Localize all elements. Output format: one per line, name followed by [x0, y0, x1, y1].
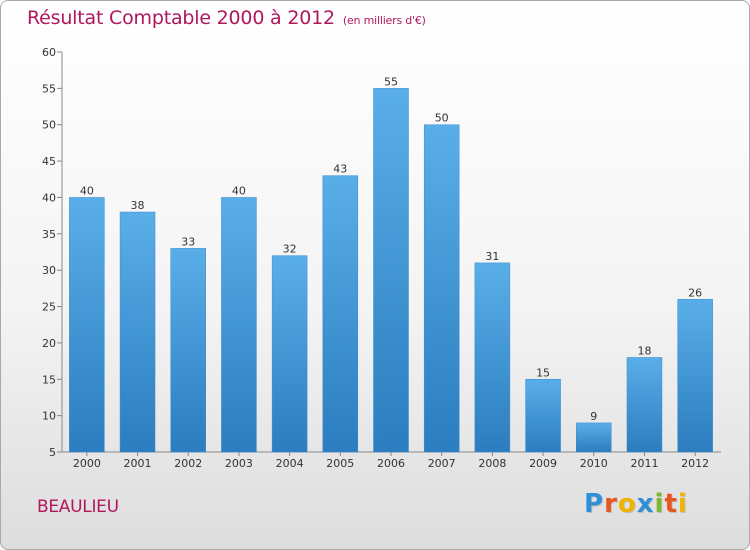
y-tick-label: 35 [42, 228, 56, 241]
y-tick-label: 15 [42, 373, 56, 386]
data-label: 55 [384, 75, 398, 88]
bar [677, 299, 713, 453]
logo-letter: x [636, 489, 655, 519]
y-tick-label: 45 [42, 155, 56, 168]
value-labels: 40 38 33 40 32 43 55 50 31 15 9 18 26 [80, 75, 702, 423]
y-tick-label: 60 [42, 46, 56, 59]
x-tick-label: 2008 [478, 457, 506, 470]
logo-letter: t [664, 489, 678, 519]
y-tick-label: 5 [49, 446, 56, 459]
y-axis: 5 10 15 20 25 30 35 40 45 50 55 60 [42, 46, 63, 459]
bar [69, 197, 105, 453]
data-label: 26 [688, 286, 702, 299]
commune-name: BEAULIEU [37, 497, 119, 517]
data-label: 50 [435, 112, 449, 125]
x-tick-label: 2004 [276, 457, 304, 470]
x-tick-label: 2011 [630, 457, 658, 470]
bar [322, 175, 359, 453]
x-tick-label: 2010 [580, 457, 608, 470]
logo-letter: i [654, 489, 665, 519]
bar [423, 124, 460, 453]
y-tick-label: 10 [42, 410, 56, 423]
bar [474, 262, 511, 453]
logo-letter: r [604, 489, 618, 519]
data-label: 40 [80, 184, 94, 197]
y-tick-label: 55 [42, 82, 56, 95]
bar [221, 197, 257, 453]
x-tick-label: 2000 [73, 457, 101, 470]
bar [271, 255, 308, 453]
x-tick-label: 2007 [428, 457, 456, 470]
x-tick-label: 2006 [377, 457, 405, 470]
bar [525, 379, 561, 453]
data-label: 18 [637, 344, 651, 357]
x-tick-label: 2002 [174, 457, 202, 470]
x-axis: 2000 2001 2002 2003 2004 2005 2006 2007 2008 2009… [62, 451, 721, 470]
data-label: 40 [232, 184, 246, 197]
data-label: 32 [283, 243, 297, 256]
proxiti-logo[interactable]: Proxiti [584, 489, 688, 519]
bar [576, 422, 612, 453]
data-label: 15 [536, 366, 550, 379]
logo-letter: o [617, 489, 637, 519]
bars [69, 88, 713, 453]
bar [373, 88, 409, 453]
x-tick-label: 2003 [225, 457, 253, 470]
bar [170, 248, 206, 453]
data-label: 43 [333, 163, 347, 176]
logo-letter: P [584, 489, 605, 519]
data-label: 31 [485, 250, 499, 263]
x-tick-label: 2005 [326, 457, 354, 470]
data-label: 38 [131, 199, 145, 212]
x-tick-label: 2012 [681, 457, 709, 470]
y-tick-label: 40 [42, 191, 56, 204]
x-tick-label: 2001 [124, 457, 152, 470]
chart-subtitle: (en milliers d'€) [342, 14, 426, 27]
y-tick-label: 20 [42, 337, 56, 350]
y-tick-label: 25 [42, 301, 56, 314]
y-tick-label: 50 [42, 119, 56, 132]
y-tick-label: 30 [42, 264, 56, 277]
chart-title: Résultat Comptable 2000 à 2012 (en millie… [27, 7, 426, 29]
data-label: 9 [590, 410, 597, 423]
logo-letter: i [677, 489, 688, 519]
bar [626, 357, 663, 453]
chart-title-text: Résultat Comptable 2000 à 2012 [27, 7, 335, 29]
data-label: 33 [181, 235, 195, 248]
bar [119, 211, 156, 453]
x-tick-label: 2009 [529, 457, 557, 470]
